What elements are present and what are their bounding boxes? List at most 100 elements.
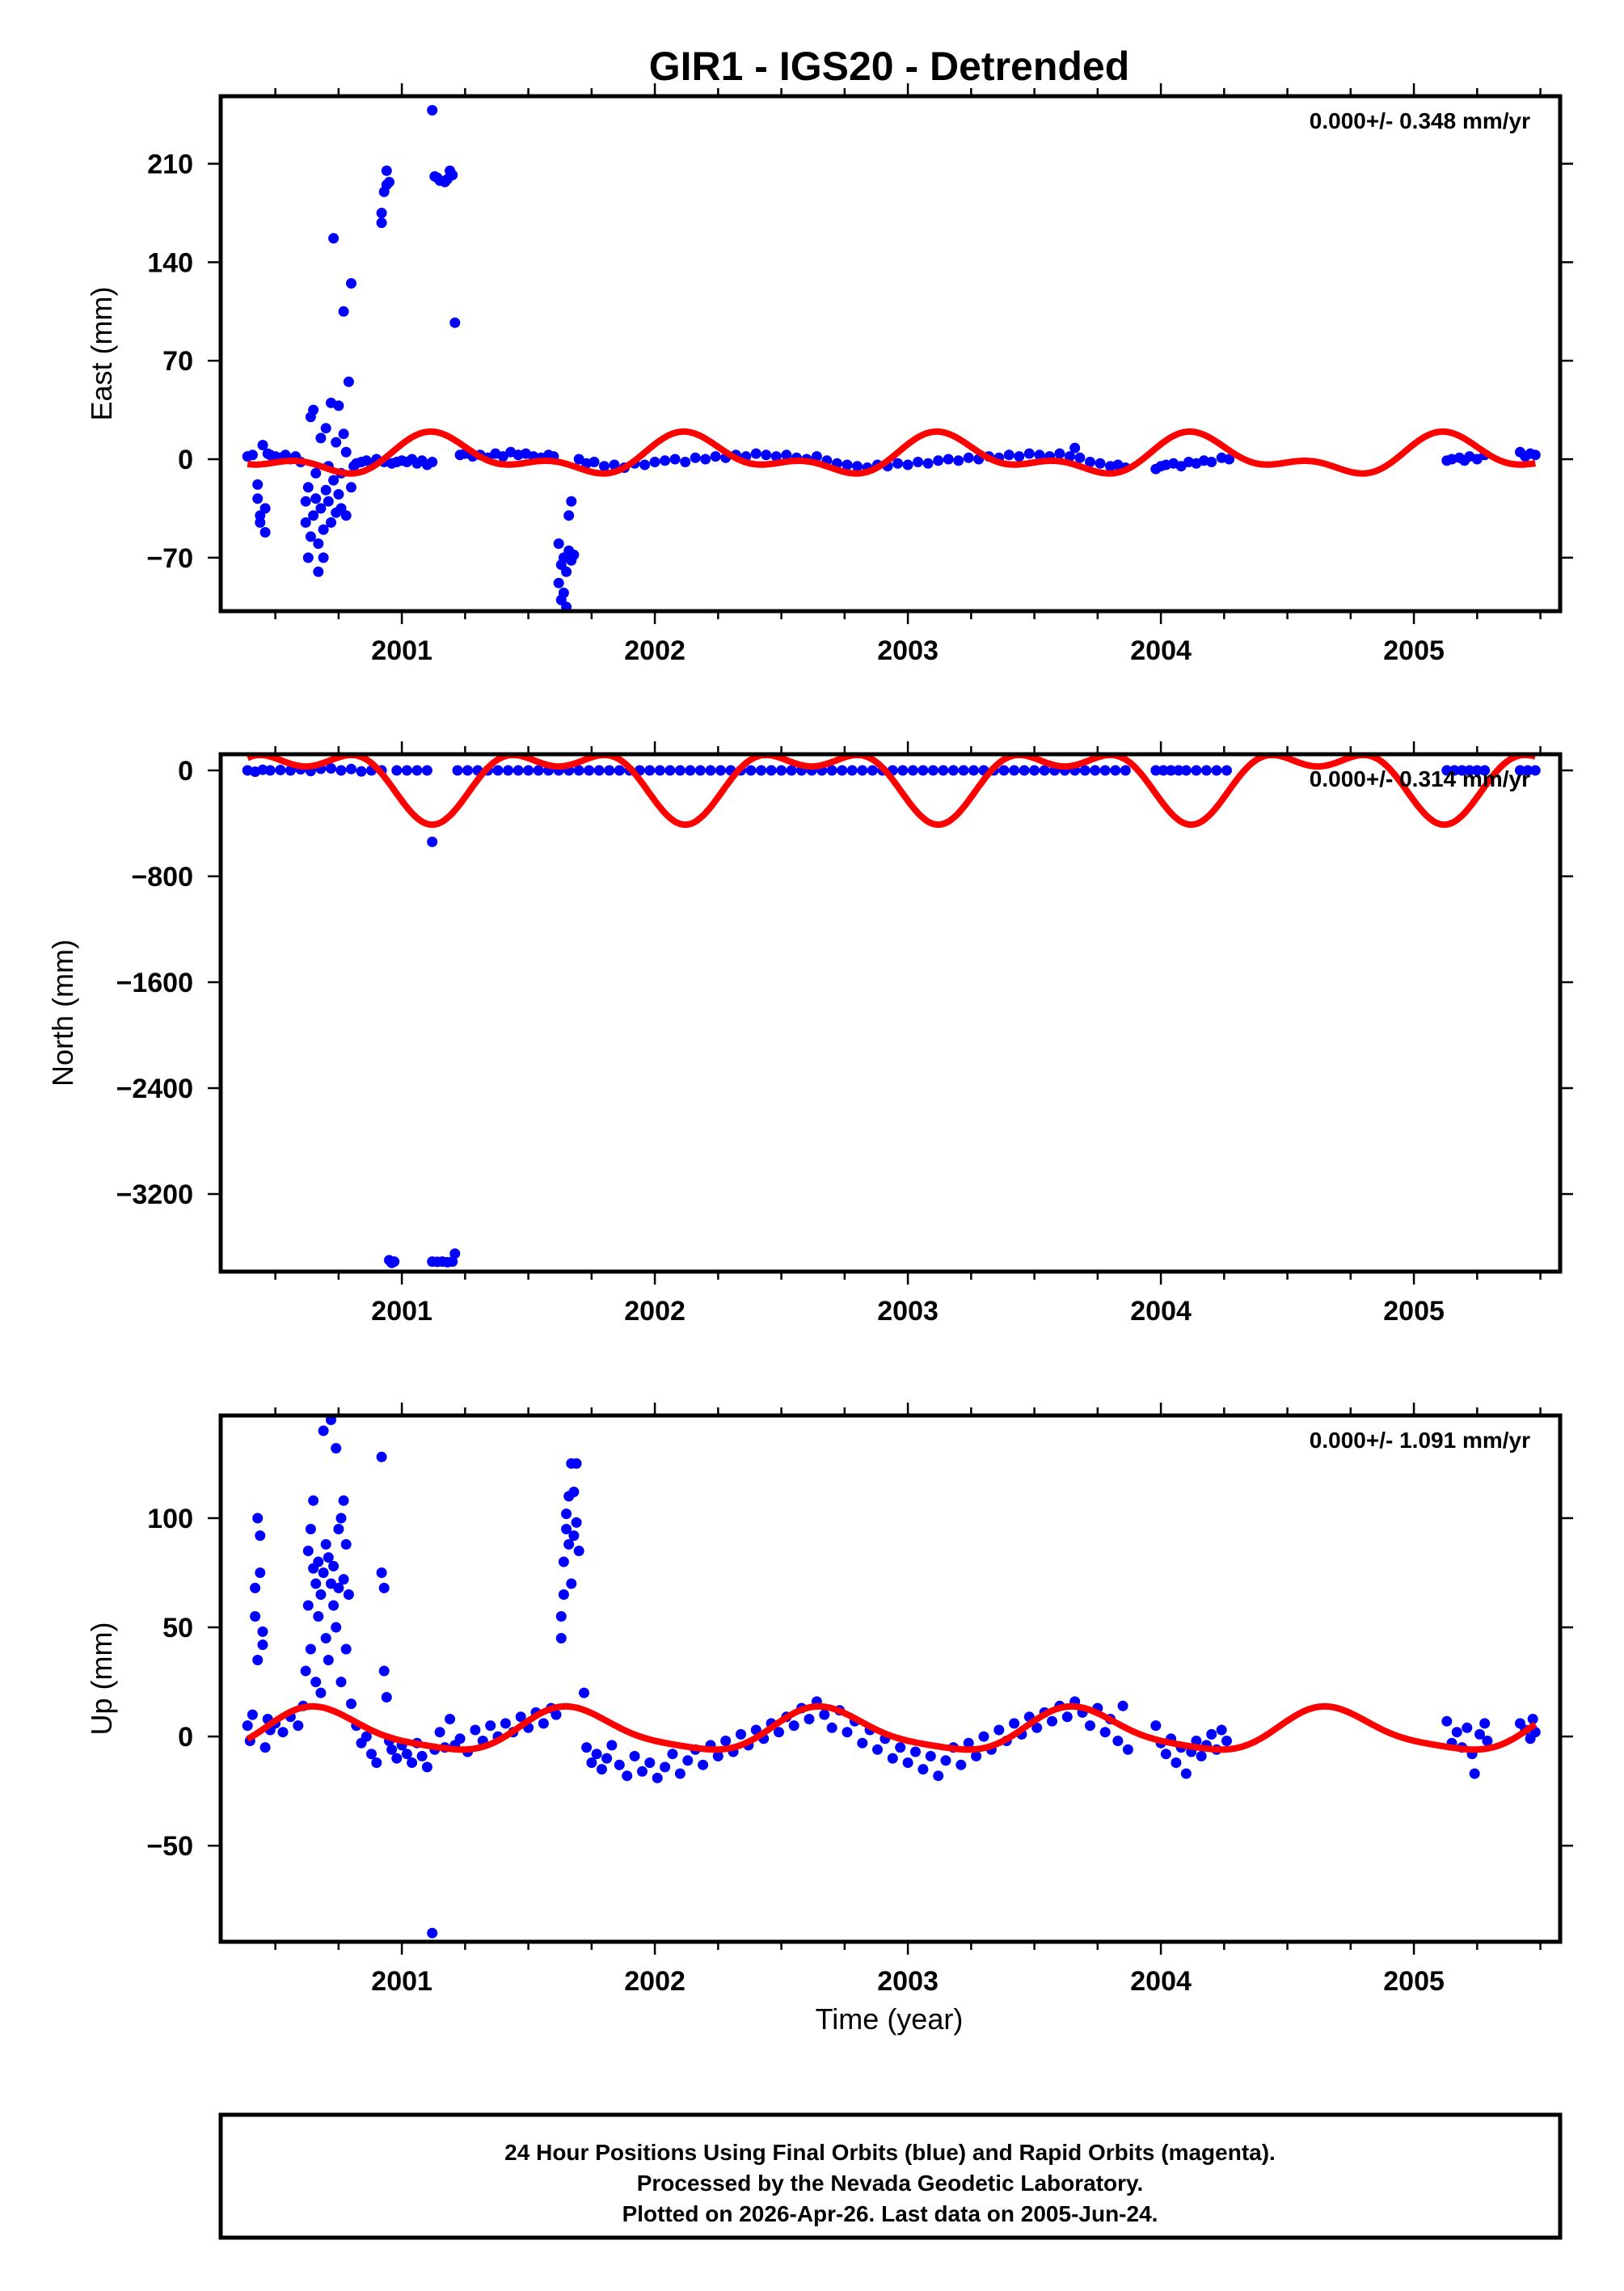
north-data-point [756,765,767,776]
east-data-point [1069,442,1081,454]
up-data-point [1527,1714,1538,1724]
x-tick-label: 2003 [877,1966,939,1997]
figure-title: GIR1 - IGS20 - Detrended [649,44,1130,89]
north-data-point [462,765,473,776]
north-data-point [1019,765,1030,776]
north-data-point [1471,765,1483,776]
east-data-point [710,451,721,462]
east-ylabel: East (mm) [85,287,118,421]
up-data-point [381,1692,392,1702]
up-data-point [910,1746,921,1757]
up-data-point [315,1687,327,1698]
up-data-point [391,1753,403,1764]
up-data-point [586,1757,597,1768]
east-data-point [259,503,271,514]
up-data-point [338,1574,349,1585]
north-data-point [1479,765,1491,776]
up-data-point [333,1582,344,1593]
north-data-point [786,765,797,776]
up-data-point [1479,1718,1491,1729]
footer-line-1: 24 Hour Positions Using Final Orbits (bl… [504,2140,1276,2165]
up-data-point [1221,1736,1232,1746]
up-data-point [320,1633,331,1643]
up-data-point [1160,1749,1171,1760]
east-data-point [750,448,761,459]
up-data-point [1117,1700,1128,1711]
east-data-point [305,531,316,542]
up-data-point [328,1560,340,1572]
east-data-point [700,454,711,465]
up-model-curve [246,1702,1538,1753]
east-data-point [449,317,461,328]
east-data-point [1085,457,1095,467]
north-data-point [1515,765,1525,776]
x-tick-label: 2002 [624,1296,685,1327]
east-data-point [384,176,394,188]
north-data-point [1221,765,1232,776]
north-data-point [401,765,412,776]
up-data-point [629,1750,640,1761]
up-data-point [925,1750,936,1761]
up-data-point [318,1567,329,1578]
east-data-point [902,459,913,470]
north-data-point [492,765,504,776]
north-data-point [573,765,584,776]
x-tick-label: 2004 [1130,635,1192,666]
east-data-point [331,437,342,448]
north-data-point [449,1248,461,1259]
east-data-point [376,217,387,229]
east-data-point [447,170,458,180]
up-data-point [308,1495,319,1506]
x-tick-label: 2001 [371,1966,432,1997]
east-data-point [310,467,322,479]
north-data-point [654,765,665,776]
up-data-point [555,1611,567,1622]
up-data-point [340,1538,352,1550]
east-data-point [318,524,329,535]
up-data-point [637,1766,647,1777]
up-data-point [622,1770,633,1782]
north-data-point [503,765,514,776]
up-data-point [250,1582,261,1593]
east-data-point [252,479,264,490]
north-ylabel: North (mm) [46,939,79,1086]
up-data-point [933,1770,944,1782]
up-data-point [300,1665,311,1677]
north-data-point [1522,765,1533,776]
up-data-point [257,1626,268,1637]
up-data-point [667,1749,678,1760]
north-data-point [664,765,676,776]
x-axis-label: Time (year) [816,2002,964,2036]
up-ticks: 2001 2002 2003 2004 2005 −50 0 50 100 [146,1403,1573,1997]
up-data-point [386,1744,398,1755]
north-data-point [1200,765,1212,776]
east-data-point [1206,457,1217,467]
up-data-point [788,1720,799,1732]
up-data-point [571,1458,582,1469]
up-points [242,1416,1541,1939]
east-data-point [310,493,322,504]
north-data-point [766,765,777,776]
north-model-curve [246,754,1537,829]
up-data-point [1180,1768,1192,1779]
up-data-point [333,1524,344,1534]
up-data-point [371,1757,382,1768]
east-data-point [1224,454,1235,465]
y-tick-label: −800 [131,862,193,892]
up-data-point [596,1764,607,1775]
east-data-point [427,104,438,116]
up-data-point [1047,1715,1057,1727]
north-data-point [1166,765,1177,776]
east-rate-label: 0.000+/- 0.348 mm/yr [1310,108,1530,133]
east-data-point [318,552,329,563]
north-data-point [1039,765,1050,776]
up-data-point [1441,1715,1453,1727]
x-tick-label: 2004 [1130,1966,1192,1997]
up-data-point [698,1759,709,1770]
y-tick-label: 70 [162,346,193,377]
up-data-point [1469,1768,1480,1779]
y-tick-label: −3200 [116,1179,194,1210]
east-model-curve [247,428,1537,477]
footer-box: 24 Hour Positions Using Final Orbits (bl… [218,2112,1563,2240]
up-data-point [940,1755,951,1766]
